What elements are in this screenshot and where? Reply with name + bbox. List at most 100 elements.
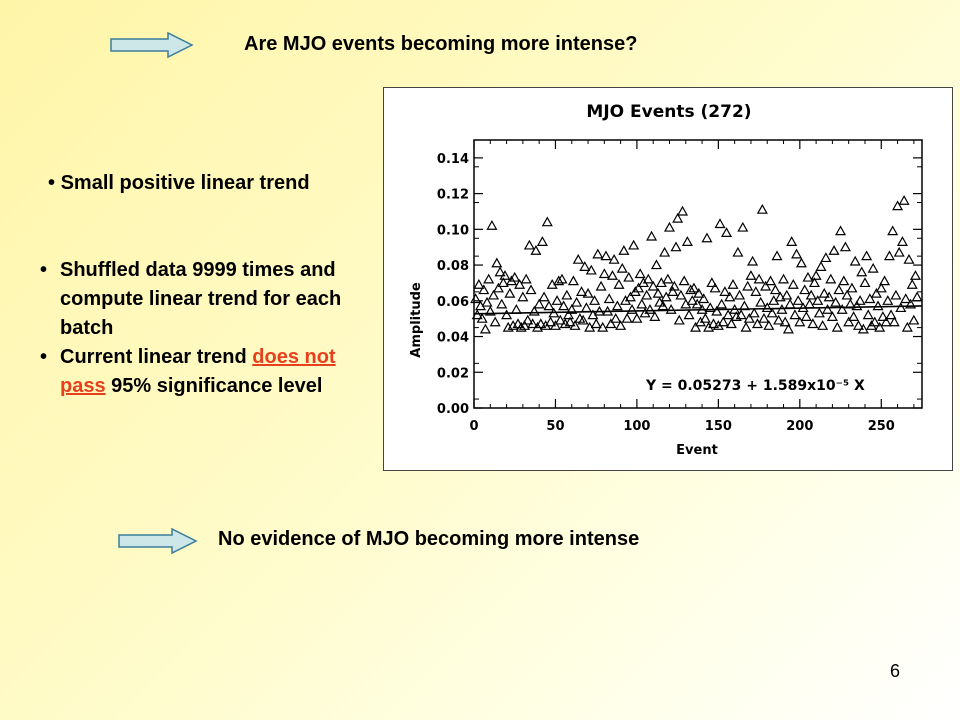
- bullet-highlight-does-not-pass: does not pass: [60, 346, 336, 397]
- data-point: [633, 282, 645, 293]
- data-point: [509, 271, 521, 282]
- x-tick-label: 0: [469, 419, 478, 434]
- data-point: [699, 312, 711, 323]
- data-point: [872, 300, 884, 311]
- x-tick-label: 100: [623, 419, 650, 434]
- data-point: [763, 320, 775, 330]
- data-point: [691, 298, 703, 309]
- data-point: [554, 314, 566, 325]
- mjo-chart-svg: MJO Events (272) Event Amplitude 0.00 0.0…: [409, 102, 923, 458]
- data-point: [593, 305, 605, 316]
- data-point: [499, 270, 511, 280]
- data-point: [501, 309, 513, 320]
- data-point: [541, 216, 553, 227]
- data-point: [836, 304, 848, 314]
- data-point: [743, 312, 755, 323]
- data-point: [778, 273, 790, 284]
- data-point: [854, 295, 866, 305]
- data-point: [725, 318, 737, 329]
- data-point: [896, 236, 908, 246]
- data-point: [486, 220, 498, 230]
- data-point: [701, 232, 713, 243]
- data-point: [885, 309, 897, 320]
- data-point: [787, 278, 799, 289]
- data-point: [659, 246, 671, 257]
- data-point: [543, 300, 555, 311]
- data-point: [779, 316, 791, 327]
- data-point: [784, 298, 796, 309]
- data-point: [598, 268, 610, 279]
- data-point: [527, 318, 539, 329]
- data-point: [476, 312, 488, 323]
- data-point: [670, 241, 682, 252]
- data-point: [813, 307, 825, 318]
- data-point: [835, 225, 847, 236]
- data-point: [799, 284, 811, 295]
- data-point: [808, 277, 821, 288]
- data-point: [600, 250, 612, 261]
- data-point: [851, 300, 863, 311]
- data-point: [649, 311, 661, 321]
- slide-title: Are MJO events becoming more intense?: [244, 33, 638, 55]
- data-point: [470, 293, 482, 304]
- data-point: [676, 205, 689, 216]
- data-point: [791, 248, 803, 259]
- bullet-shuffled-text: Shuffled data 9999 times and compute lin…: [60, 259, 342, 339]
- data-point: [820, 252, 832, 263]
- data-point: [755, 296, 767, 307]
- data-point: [567, 275, 579, 286]
- data-point: [742, 280, 754, 291]
- data-point: [667, 286, 679, 296]
- data-point: [906, 278, 918, 289]
- y-tick-label: 0.10: [437, 223, 469, 238]
- data-point: [572, 253, 584, 264]
- data-point: [634, 268, 646, 279]
- data-point: [566, 304, 578, 314]
- data-point: [636, 298, 648, 309]
- data-point: [538, 291, 550, 302]
- y-tick-label: 0.12: [437, 188, 469, 203]
- data-point: [719, 286, 731, 296]
- data-point: [766, 307, 778, 318]
- data-point: [753, 273, 765, 284]
- data-point: [874, 321, 886, 332]
- data-point: [909, 270, 922, 280]
- data-point: [561, 289, 573, 300]
- data-point: [556, 273, 568, 284]
- data-point: [795, 257, 807, 268]
- data-point: [514, 278, 526, 289]
- bullet-current-trend-pre: Current linear trend: [60, 346, 253, 368]
- data-point: [592, 248, 604, 259]
- data-point: [908, 314, 920, 325]
- data-point: [734, 289, 746, 300]
- data-point: [839, 241, 851, 252]
- data-point: [911, 291, 923, 302]
- data-point: [471, 309, 483, 320]
- data-point: [875, 282, 887, 293]
- data-point: [575, 286, 588, 296]
- data-point: [647, 280, 659, 291]
- data-point: [857, 323, 869, 334]
- data-point: [518, 320, 531, 330]
- data-point: [745, 270, 757, 280]
- data-point: [901, 321, 913, 332]
- data-point: [522, 314, 534, 325]
- data-point: [856, 266, 868, 277]
- data-point: [773, 314, 785, 325]
- data-point: [582, 287, 594, 298]
- data-point: [774, 291, 786, 302]
- data-point: [852, 320, 864, 330]
- data-point: [533, 298, 545, 309]
- data-point: [564, 316, 576, 327]
- data-point: [815, 261, 827, 271]
- data-point: [685, 284, 697, 295]
- data-point: [481, 296, 493, 307]
- data-point: [776, 304, 788, 314]
- data-point: [678, 275, 690, 286]
- bullet-small-trend-text: Small positive linear trend: [60, 172, 310, 194]
- data-point: [654, 296, 666, 307]
- data-point: [494, 266, 506, 277]
- data-point: [672, 212, 684, 223]
- data-point: [804, 298, 816, 309]
- data-point: [758, 312, 770, 323]
